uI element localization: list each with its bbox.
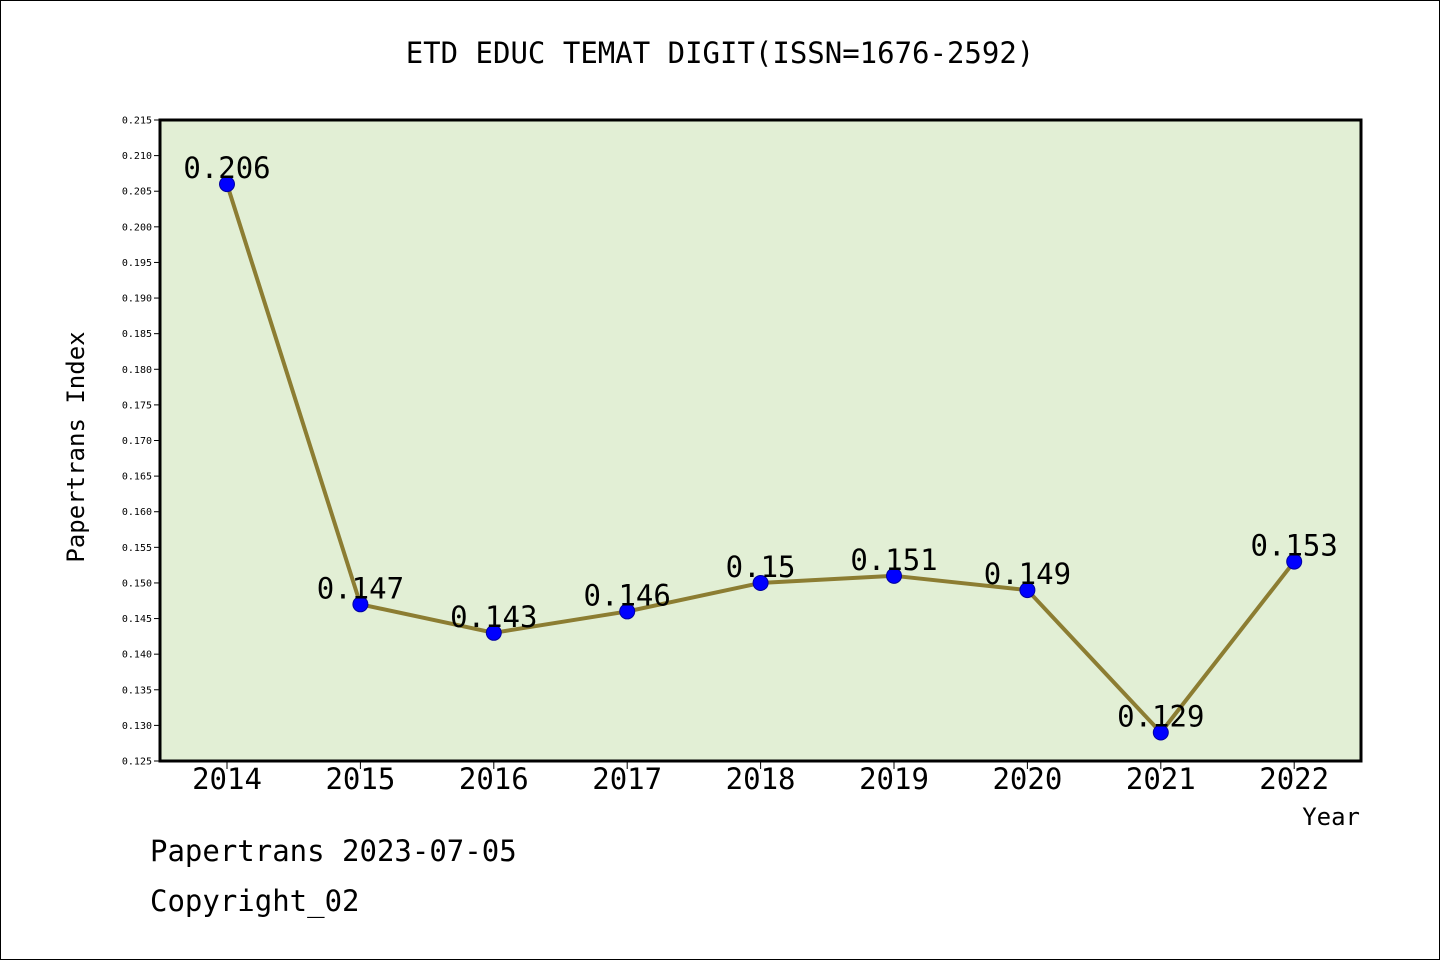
x-tick-label: 2021 [1126,762,1196,796]
data-label: 0.15 [726,550,796,584]
x-tick-label: 2014 [192,762,262,796]
x-tick-label: 2016 [459,762,529,796]
data-label: 0.151 [850,543,937,577]
y-tick-label: 0.140 [122,650,152,661]
data-point [352,596,369,613]
data-label: 0.147 [317,571,404,605]
data-label: 0.129 [1117,700,1204,734]
x-tick-label: 2018 [726,762,796,796]
data-point [485,624,502,641]
footer-date-text: Papertrans 2023-07-05 [150,834,517,868]
y-tick-label: 0.215 [122,116,152,127]
data-point [219,176,235,193]
x-tick-label: 2020 [992,762,1062,796]
data-label: 0.153 [1251,529,1338,563]
x-axis-label: Year [1302,803,1360,831]
data-point [1019,582,1036,599]
data-label: 0.206 [183,151,270,185]
x-tick-label: 2022 [1259,762,1329,796]
data-point [619,603,636,620]
y-tick-label: 0.150 [122,578,152,589]
data-point [1152,724,1169,741]
y-tick-label: 0.170 [122,436,152,447]
y-tick-label: 0.135 [122,685,152,696]
y-tick-label: 0.210 [122,151,152,162]
footer-copyright-text: Copyright_02 [150,884,360,918]
y-tick-label: 0.205 [122,187,152,198]
x-tick-label: 2015 [325,762,395,796]
y-tick-label: 0.190 [122,294,152,305]
data-label: 0.146 [584,578,671,612]
data-point [752,574,769,591]
y-tick-label: 0.185 [122,329,152,340]
plot-border [158,118,1363,763]
y-tick-label: 0.160 [122,507,152,518]
y-tick-label: 0.155 [122,543,152,554]
data-point [886,567,902,584]
y-tick-label: 0.180 [122,365,152,376]
y-tick-label: 0.145 [122,614,152,625]
data-label: 0.149 [984,557,1071,591]
x-tick-label: 2017 [592,762,662,796]
y-tick-label: 0.165 [122,472,152,483]
x-tick-label: 2019 [859,762,929,796]
y-tick-label: 0.195 [122,258,152,269]
plot-area [160,120,1361,761]
data-label: 0.143 [450,600,537,634]
y-tick-label: 0.175 [122,400,152,411]
y-axis-label: Papertrans Index [62,331,90,562]
y-tick-label: 0.200 [122,222,152,233]
y-tick-label: 0.125 [122,757,152,768]
chart-title: ETD EDUC TEMAT DIGIT(ISSN=1676-2592) [405,36,1035,70]
data-point [1286,553,1303,570]
y-tick-label: 0.130 [122,721,152,732]
